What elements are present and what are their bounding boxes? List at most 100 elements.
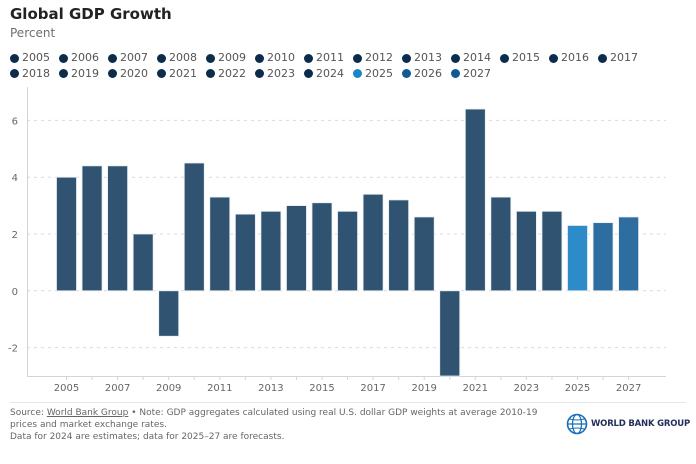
logo-text: WORLD BANK GROUP (591, 419, 690, 429)
legend-marker-icon (304, 69, 313, 78)
legend-label: 2008 (169, 51, 197, 64)
legend-label: 2012 (365, 51, 393, 64)
legend-marker-icon (255, 53, 264, 63)
legend-item[interactable]: 2007 (108, 51, 148, 65)
legend-marker-icon (59, 69, 68, 78)
bar-2019[interactable] (413, 216, 435, 292)
legend: 2005 2006 2007 2008 2009 2010 2011 2012 2013 2014… (10, 51, 690, 82)
legend-item[interactable]: 2012 (353, 51, 393, 65)
bar-2008[interactable] (132, 233, 154, 292)
bar-2014[interactable] (286, 205, 307, 292)
legend-item[interactable]: 2005 (10, 51, 50, 65)
legend-marker-icon (108, 53, 117, 63)
y-tick-label: -2 (8, 344, 18, 355)
bar-2022[interactable] (490, 196, 512, 292)
x-tick-label: 2015 (309, 383, 334, 394)
legend-marker-icon (59, 53, 68, 63)
legend-item[interactable]: 2024 (304, 67, 344, 81)
legend-item[interactable]: 2023 (255, 67, 295, 81)
legend-label: 2024 (316, 66, 344, 80)
footer-divider (10, 402, 686, 403)
x-tick-label: 2025 (565, 383, 590, 394)
legend-marker-icon (353, 69, 362, 78)
estimate-note: Data for 2024 are estimates; data for 20… (10, 432, 285, 442)
y-tick-label: 0 (12, 287, 18, 298)
bar-2005[interactable] (56, 176, 77, 292)
legend-label: 2011 (316, 51, 344, 64)
legend-item[interactable]: 2027 (451, 67, 491, 81)
legend-label: 2019 (71, 66, 99, 80)
legend-label: 2018 (22, 66, 50, 80)
bar-2023[interactable] (516, 210, 537, 292)
bar-2026[interactable] (592, 222, 614, 292)
legend-marker-icon (206, 69, 215, 78)
bar-2025[interactable] (567, 225, 588, 292)
tick-labels: -2 0 2 4 6 2005 2007 2009 2011 2013 2015 2017 2019 20… (8, 116, 641, 394)
legend-label: 2014 (463, 51, 491, 64)
legend-item[interactable]: 2016 (549, 51, 589, 65)
legend-marker-icon (157, 69, 166, 78)
legend-item[interactable]: 2021 (157, 67, 197, 81)
legend-item[interactable]: 2010 (255, 51, 295, 65)
legend-label: 2009 (218, 51, 246, 64)
bar-2020[interactable] (439, 290, 461, 377)
y-tick-label: 6 (12, 116, 18, 127)
bar-2010[interactable] (183, 162, 205, 292)
legend-label: 2005 (22, 51, 50, 64)
bar-2021[interactable] (464, 108, 486, 292)
legend-item[interactable]: 2011 (304, 51, 344, 65)
legend-item[interactable]: 2026 (402, 67, 442, 81)
legend-item[interactable]: 2014 (451, 51, 491, 65)
x-tick-label: 2005 (54, 383, 79, 394)
bar-2016[interactable] (337, 210, 358, 292)
source-link[interactable]: World Bank Group (46, 408, 129, 418)
bar-2011[interactable] (209, 196, 231, 292)
x-tick-label: 2023 (514, 383, 539, 394)
legend-label: 2013 (414, 51, 442, 64)
legend-item[interactable]: 2013 (402, 51, 442, 65)
bar-2017[interactable] (362, 193, 384, 292)
bar-2007[interactable] (107, 165, 128, 292)
globe-icon (566, 413, 588, 435)
bar-2027[interactable] (618, 216, 639, 292)
legend-marker-icon (10, 53, 19, 63)
legend-item[interactable]: 2020 (108, 67, 148, 81)
x-tick-label: 2017 (360, 383, 385, 394)
y-tick-label: 2 (12, 230, 18, 241)
legend-marker-icon (402, 69, 411, 78)
legend-item[interactable]: 2018 (10, 67, 50, 81)
legend-item[interactable]: 2009 (206, 51, 246, 65)
legend-label: 2022 (218, 66, 246, 80)
legend-label: 2021 (169, 66, 197, 80)
legend-item[interactable]: 2015 (500, 51, 540, 65)
legend-item[interactable]: 2008 (157, 51, 197, 65)
legend-marker-icon (451, 53, 460, 63)
legend-marker-icon (451, 69, 460, 78)
bar-2018[interactable] (388, 199, 410, 292)
legend-marker-icon (108, 69, 117, 78)
bar-2024[interactable] (541, 210, 563, 292)
bar-2015[interactable] (311, 202, 333, 292)
bar-chart: -2 0 2 4 6 2005 2007 2009 2011 2013 2015 2017 2019 20… (8, 87, 666, 394)
legend-label: 2015 (512, 51, 540, 64)
legend-item[interactable]: 2025 (353, 67, 393, 81)
bar-2009[interactable] (158, 290, 180, 337)
world-bank-logo[interactable]: WORLD BANK GROUP (566, 413, 690, 435)
legend-marker-icon (549, 53, 558, 63)
bar-2006[interactable] (81, 165, 103, 292)
x-tick-label: 2013 (258, 383, 283, 394)
legend-item[interactable]: 2019 (59, 67, 99, 81)
legend-label: 2027 (463, 66, 491, 80)
legend-label: 2025 (365, 66, 393, 80)
bar-2012[interactable] (234, 213, 256, 292)
x-tick-label: 2011 (207, 383, 232, 394)
x-tick-label: 2019 (411, 383, 436, 394)
legend-item[interactable]: 2017 (598, 51, 638, 65)
legend-marker-icon (353, 53, 362, 63)
legend-item[interactable]: 2022 (206, 67, 246, 81)
chart-subtitle: Percent (10, 26, 56, 40)
bar-2013[interactable] (260, 210, 282, 292)
x-tick-label: 2027 (616, 383, 641, 394)
legend-item[interactable]: 2006 (59, 51, 99, 65)
legend-marker-icon (598, 53, 607, 63)
